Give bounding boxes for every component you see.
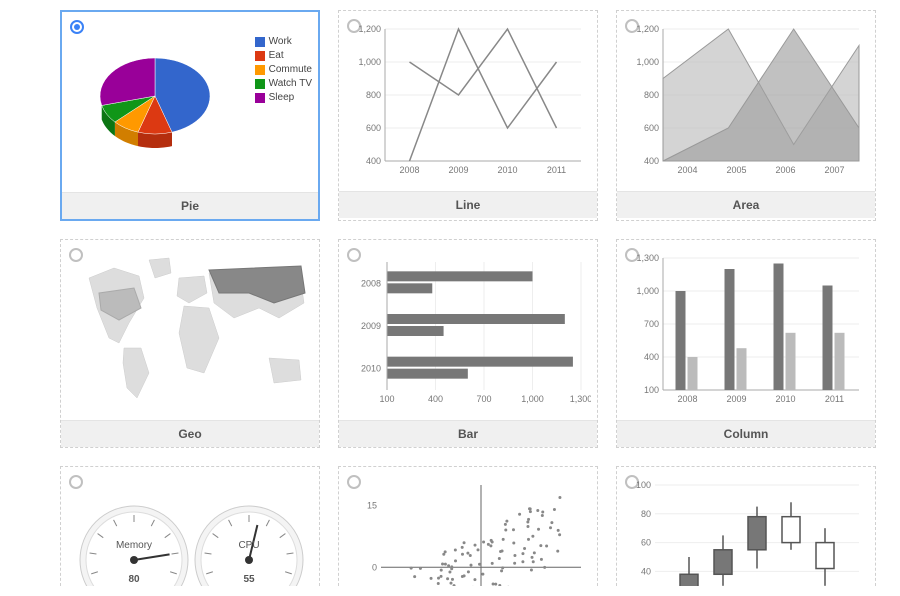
svg-text:2009: 2009: [726, 394, 746, 404]
svg-text:1,300: 1,300: [570, 394, 591, 404]
svg-text:2007: 2007: [824, 165, 844, 175]
card-pie[interactable]: WorkEatCommuteWatch TVSleep Pie: [60, 10, 320, 221]
card-title-bar: Bar: [339, 420, 597, 447]
svg-text:1,300: 1,300: [636, 253, 659, 263]
column-chart: 100 400 700 1,000 1,300 2008 2009 2010 2011: [625, 248, 869, 412]
pie-legend: WorkEatCommuteWatch TVSleep: [255, 36, 312, 106]
svg-text:1,000: 1,000: [636, 286, 659, 296]
svg-text:700: 700: [644, 319, 659, 329]
card-geo[interactable]: Geo: [60, 239, 320, 448]
svg-text:2008: 2008: [361, 278, 381, 288]
svg-text:2010: 2010: [361, 364, 381, 374]
card-candlestick[interactable]: 020406080100: [616, 466, 876, 586]
svg-text:700: 700: [476, 394, 491, 404]
candlestick-chart: 020406080100: [625, 475, 869, 586]
card-title-area: Area: [617, 191, 875, 218]
card-title-line: Line: [339, 191, 597, 218]
svg-text:2008: 2008: [677, 394, 697, 404]
svg-text:400: 400: [366, 156, 381, 166]
svg-text:80: 80: [641, 509, 651, 519]
card-title-geo: Geo: [61, 420, 319, 447]
geo-chart: [69, 248, 313, 412]
svg-text:1,200: 1,200: [636, 24, 659, 34]
svg-text:2010: 2010: [497, 165, 517, 175]
svg-text:2006: 2006: [775, 165, 795, 175]
svg-text:80: 80: [128, 574, 140, 585]
svg-text:1,200: 1,200: [358, 24, 381, 34]
svg-text:400: 400: [644, 156, 659, 166]
svg-text:400: 400: [428, 394, 443, 404]
svg-text:1,000: 1,000: [521, 394, 544, 404]
svg-text:800: 800: [366, 90, 381, 100]
svg-text:15: 15: [367, 501, 377, 511]
chart-type-grid: WorkEatCommuteWatch TVSleep Pie 40060080…: [60, 10, 840, 586]
svg-text:55: 55: [243, 574, 255, 585]
card-area[interactable]: 400 600 800 1,000 1,200 2004 2005 2006 2007 Area: [616, 10, 876, 221]
svg-text:2011: 2011: [825, 394, 844, 404]
svg-text:2004: 2004: [677, 165, 697, 175]
svg-text:100: 100: [379, 394, 394, 404]
svg-text:400: 400: [644, 352, 659, 362]
svg-text:2011: 2011: [547, 165, 566, 175]
svg-text:2009: 2009: [361, 321, 381, 331]
svg-text:60: 60: [641, 538, 651, 548]
svg-text:100: 100: [644, 385, 659, 395]
card-gauge[interactable]: Memory 80 CPU 55: [60, 466, 320, 586]
svg-text:600: 600: [644, 123, 659, 133]
svg-text:1,000: 1,000: [358, 57, 381, 67]
gauge-chart: Memory 80 CPU 55: [69, 475, 313, 586]
svg-text:800: 800: [644, 90, 659, 100]
card-column[interactable]: 100 400 700 1,000 1,300 2008 2009 2010 2011 Colu…: [616, 239, 876, 448]
svg-text:600: 600: [366, 123, 381, 133]
svg-text:2009: 2009: [448, 165, 468, 175]
svg-text:100: 100: [636, 480, 651, 490]
svg-text:2005: 2005: [726, 165, 746, 175]
svg-text:CPU: CPU: [238, 540, 259, 551]
svg-text:Memory: Memory: [116, 540, 152, 551]
svg-text:0: 0: [372, 562, 377, 572]
pie-chart: [80, 28, 230, 178]
card-title-pie: Pie: [62, 192, 318, 219]
svg-text:40: 40: [641, 566, 651, 576]
bar-chart: 100 400 700 1,000 1,300 2008 2009 2010: [347, 248, 591, 412]
line-chart: 400 600 800 1,000 1,200 2008 2009 2010 2011: [347, 19, 591, 183]
svg-text:1,000: 1,000: [636, 57, 659, 67]
svg-text:2010: 2010: [775, 394, 795, 404]
card-line[interactable]: 400 600 800 1,000 1,200 2008 2009 2010 2011 Line: [338, 10, 598, 221]
card-bar[interactable]: 100 400 700 1,000 1,300 2008 2009 2010 Bar: [338, 239, 598, 448]
area-chart: 400 600 800 1,000 1,200 2004 2005 2006 2007: [625, 19, 869, 183]
card-title-column: Column: [617, 420, 875, 447]
card-scatter[interactable]: -15015: [338, 466, 598, 586]
svg-text:2008: 2008: [399, 165, 419, 175]
scatter-chart: -15015: [347, 475, 591, 586]
